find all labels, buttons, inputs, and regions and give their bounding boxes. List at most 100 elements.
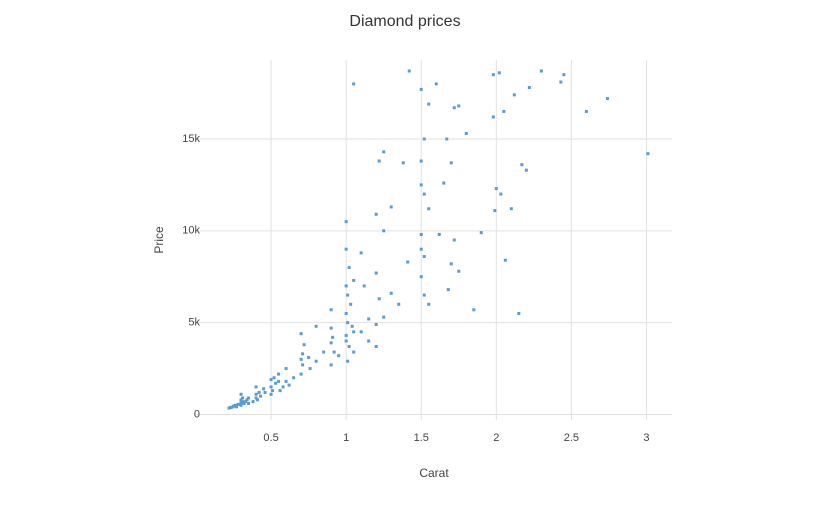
scatter-point xyxy=(301,363,305,367)
scatter-point xyxy=(269,385,273,389)
scatter-point xyxy=(397,302,401,306)
scatter-point xyxy=(427,207,431,211)
scatter-point xyxy=(524,168,528,172)
scatter-point xyxy=(646,152,650,156)
x-tick-label: 1.5 xyxy=(414,432,429,444)
scatter-point xyxy=(251,400,255,404)
scatter-point xyxy=(236,402,240,406)
scatter-point xyxy=(434,82,438,86)
x-tick-label: 2.5 xyxy=(564,432,579,444)
scatter-point xyxy=(359,251,363,255)
scatter-point xyxy=(256,398,260,402)
scatter-point xyxy=(491,115,495,119)
scatter-point xyxy=(271,389,275,393)
x-tick-label: 0.5 xyxy=(263,432,278,444)
scatter-point xyxy=(277,372,281,376)
scatter-point xyxy=(374,212,378,216)
scatter-point xyxy=(247,396,251,400)
scatter-point xyxy=(329,363,333,367)
scatter-point xyxy=(254,396,258,400)
scatter-point xyxy=(349,302,353,306)
scatter-point xyxy=(329,326,333,330)
y-axis-label: Price xyxy=(152,226,166,254)
scatter-point xyxy=(247,401,251,405)
scatter-point xyxy=(493,209,497,213)
scatter-point xyxy=(497,71,501,75)
scatter-point xyxy=(442,181,446,185)
scatter-point xyxy=(367,317,371,321)
scatter-point xyxy=(331,335,335,339)
scatter-point xyxy=(314,324,318,328)
scatter-point xyxy=(230,405,234,409)
scatter-point xyxy=(329,341,333,345)
scatter-point xyxy=(422,293,426,297)
x-axis-label: Carat xyxy=(419,466,449,480)
scatter-point xyxy=(227,406,231,410)
y-tick-label: 0 xyxy=(194,408,200,420)
scatter-point xyxy=(419,275,423,279)
scatter-point xyxy=(382,229,386,233)
scatter-point xyxy=(287,383,291,387)
scatter-point xyxy=(449,262,453,266)
scatter-point xyxy=(347,345,351,349)
scatter-point xyxy=(457,104,461,108)
scatter-point xyxy=(284,367,288,371)
scatter-point xyxy=(344,284,348,288)
scatter-point xyxy=(233,403,237,407)
scatter-point xyxy=(241,400,245,404)
scatter-point xyxy=(494,187,498,191)
scatter-point xyxy=(337,354,341,358)
scatter-point xyxy=(352,82,356,86)
scatter-point xyxy=(382,315,386,319)
scatter-point xyxy=(472,308,476,312)
y-tick-label: 5k xyxy=(188,317,200,329)
scatter-point xyxy=(452,238,456,242)
scatter-point xyxy=(244,400,248,404)
scatter-point xyxy=(419,183,423,187)
scatter-point xyxy=(301,352,305,356)
scatter-point xyxy=(314,359,318,363)
scatter-point xyxy=(299,332,303,336)
scatter-point xyxy=(449,161,453,165)
scatter-point xyxy=(347,266,351,270)
scatter-point xyxy=(362,284,366,288)
scatter-point xyxy=(346,293,350,297)
scatter-point xyxy=(539,69,543,73)
chart-title: Diamond prices xyxy=(349,13,460,30)
scatter-point xyxy=(346,321,350,325)
scatter-point xyxy=(499,192,503,196)
scatter-point xyxy=(491,73,495,77)
scatter-point xyxy=(445,137,449,141)
scatter-point xyxy=(419,247,423,251)
scatter-point xyxy=(332,350,336,354)
scatter-point xyxy=(344,334,348,338)
scatter-point xyxy=(242,401,246,405)
scatter-point xyxy=(299,357,303,361)
scatter-point xyxy=(584,109,588,113)
scatter-point xyxy=(464,131,468,135)
scatter-point xyxy=(427,102,431,106)
scatter-point xyxy=(517,311,521,315)
scatter-point xyxy=(299,372,303,376)
scatter-point xyxy=(359,330,363,334)
scatter-point xyxy=(322,350,326,354)
scatter-point xyxy=(419,232,423,236)
scatter-point xyxy=(502,109,506,113)
scatter-point xyxy=(374,271,378,275)
scatter-point xyxy=(307,356,311,360)
scatter-point xyxy=(605,97,609,101)
scatter-point xyxy=(374,322,378,326)
scatter-point xyxy=(374,345,378,349)
scatter-point xyxy=(350,324,354,328)
scatter-point xyxy=(239,398,243,402)
scatter-point xyxy=(272,376,276,380)
scatter-point xyxy=(269,392,273,396)
scatter-point xyxy=(512,93,516,97)
scatter-point xyxy=(269,378,273,382)
scatter-point xyxy=(503,258,507,262)
scatter-point xyxy=(278,389,282,393)
scatter-point xyxy=(352,330,356,334)
scatter-point xyxy=(389,205,393,209)
scatter-point xyxy=(344,339,348,343)
